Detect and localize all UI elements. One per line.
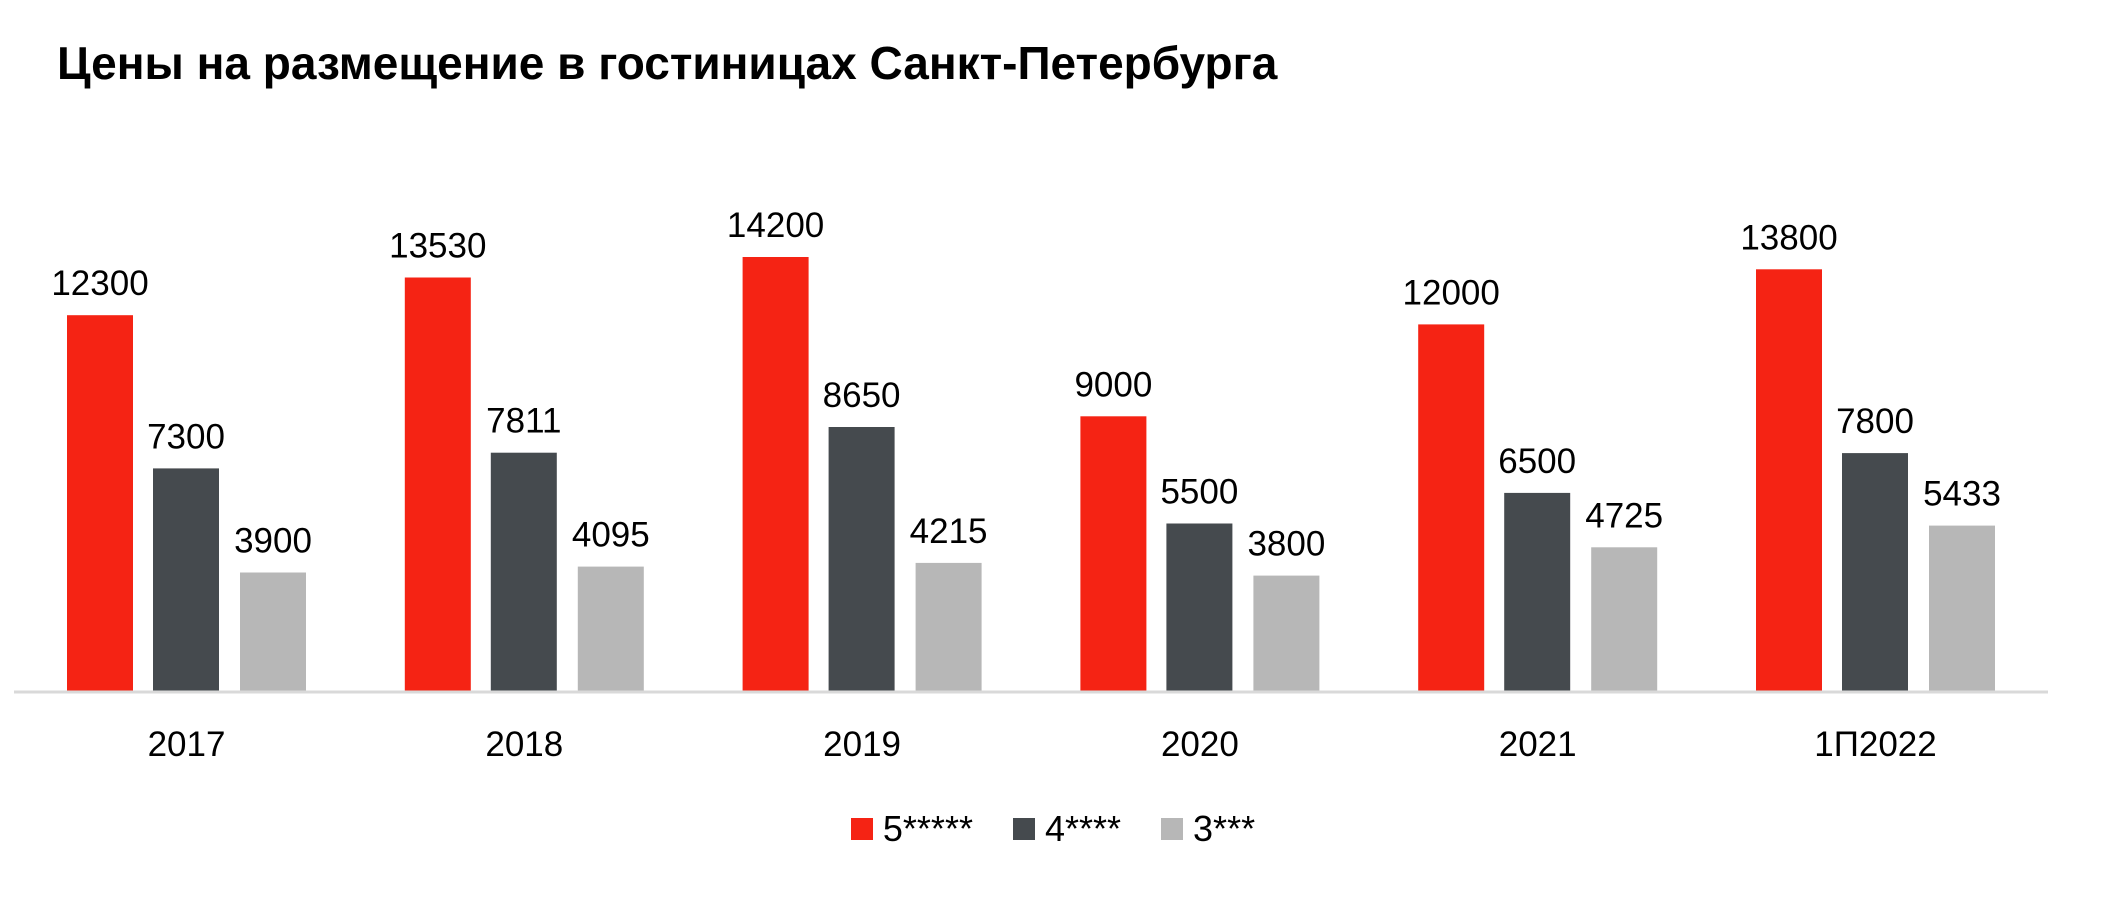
data-label: 6500: [1498, 442, 1576, 481]
data-label: 7300: [147, 417, 225, 456]
data-label: 5500: [1160, 473, 1238, 512]
legend-item: 4****: [1012, 808, 1122, 850]
bar-1П2022-1: [1842, 453, 1908, 692]
bar-2019-2: [915, 562, 982, 692]
data-label: 12300: [51, 264, 148, 303]
bar-2017-2: [240, 572, 306, 692]
legend-label: 3***: [1193, 808, 1256, 849]
x-tick-label: 2019: [823, 725, 901, 764]
x-tick-label: 2021: [1499, 725, 1577, 764]
data-label: 13530: [389, 227, 486, 266]
bar-2019-0: [742, 257, 809, 692]
bar-2018-2: [577, 566, 644, 692]
bar-1П2022-2: [1929, 525, 1995, 692]
bar-2021-0: [1418, 324, 1485, 692]
x-tick-label: 1П2022: [1814, 725, 1936, 764]
bar-2020-0: [1080, 416, 1147, 692]
data-label: 8650: [823, 376, 901, 415]
x-tick-label: 2017: [148, 725, 226, 764]
x-tick-label: 2018: [485, 725, 563, 764]
data-label: 3900: [234, 522, 312, 561]
data-label: 7811: [486, 402, 561, 441]
chart-title: Цены на размещение в гостиницах Санкт-Пе…: [57, 37, 1278, 89]
data-label: 4215: [910, 512, 988, 551]
legend-item: 3***: [1161, 808, 1255, 850]
bar-2020-1: [1166, 523, 1233, 692]
bar-chart: 12300 7300 3900 13530 7811 4095 14200 8650 4215 9…: [14, 206, 2048, 764]
legend-swatch: [1012, 818, 1035, 840]
bar-1П2022-0: [1756, 269, 1822, 692]
data-label: 3800: [1247, 525, 1325, 564]
data-label: 5433: [1923, 475, 2001, 514]
legend: 5***** 4**** 3***: [0, 808, 2106, 850]
x-tick-label: 2020: [1161, 725, 1239, 764]
legend-label: 5*****: [882, 808, 973, 849]
bar-2018-0: [404, 277, 471, 692]
data-label: 12000: [1403, 273, 1500, 312]
bars-group: [67, 257, 1995, 692]
x-ticks-group: 2017 2018 2019 2020 2021 1П2022: [148, 725, 1937, 764]
bar-2018-1: [490, 452, 557, 692]
legend-swatch: [850, 818, 873, 840]
data-label: 14200: [727, 206, 824, 245]
data-label: 13800: [1740, 218, 1837, 257]
data-label: 7800: [1836, 402, 1914, 441]
bar-2021-1: [1504, 492, 1571, 692]
data-labels-group: 12300 7300 3900 13530 7811 4095 14200 8650 4215 9…: [51, 206, 2001, 564]
bar-2017-0: [67, 315, 133, 692]
legend-label: 4****: [1044, 808, 1122, 849]
bar-2019-1: [828, 427, 895, 692]
data-label: 4725: [1585, 496, 1663, 535]
legend-swatch: [1161, 818, 1184, 840]
data-label: 4095: [572, 516, 650, 555]
bar-2020-2: [1253, 575, 1320, 692]
data-label: 9000: [1074, 365, 1152, 404]
bar-2017-1: [153, 468, 219, 692]
bar-2021-2: [1591, 547, 1658, 692]
legend-item: 5*****: [850, 808, 973, 850]
